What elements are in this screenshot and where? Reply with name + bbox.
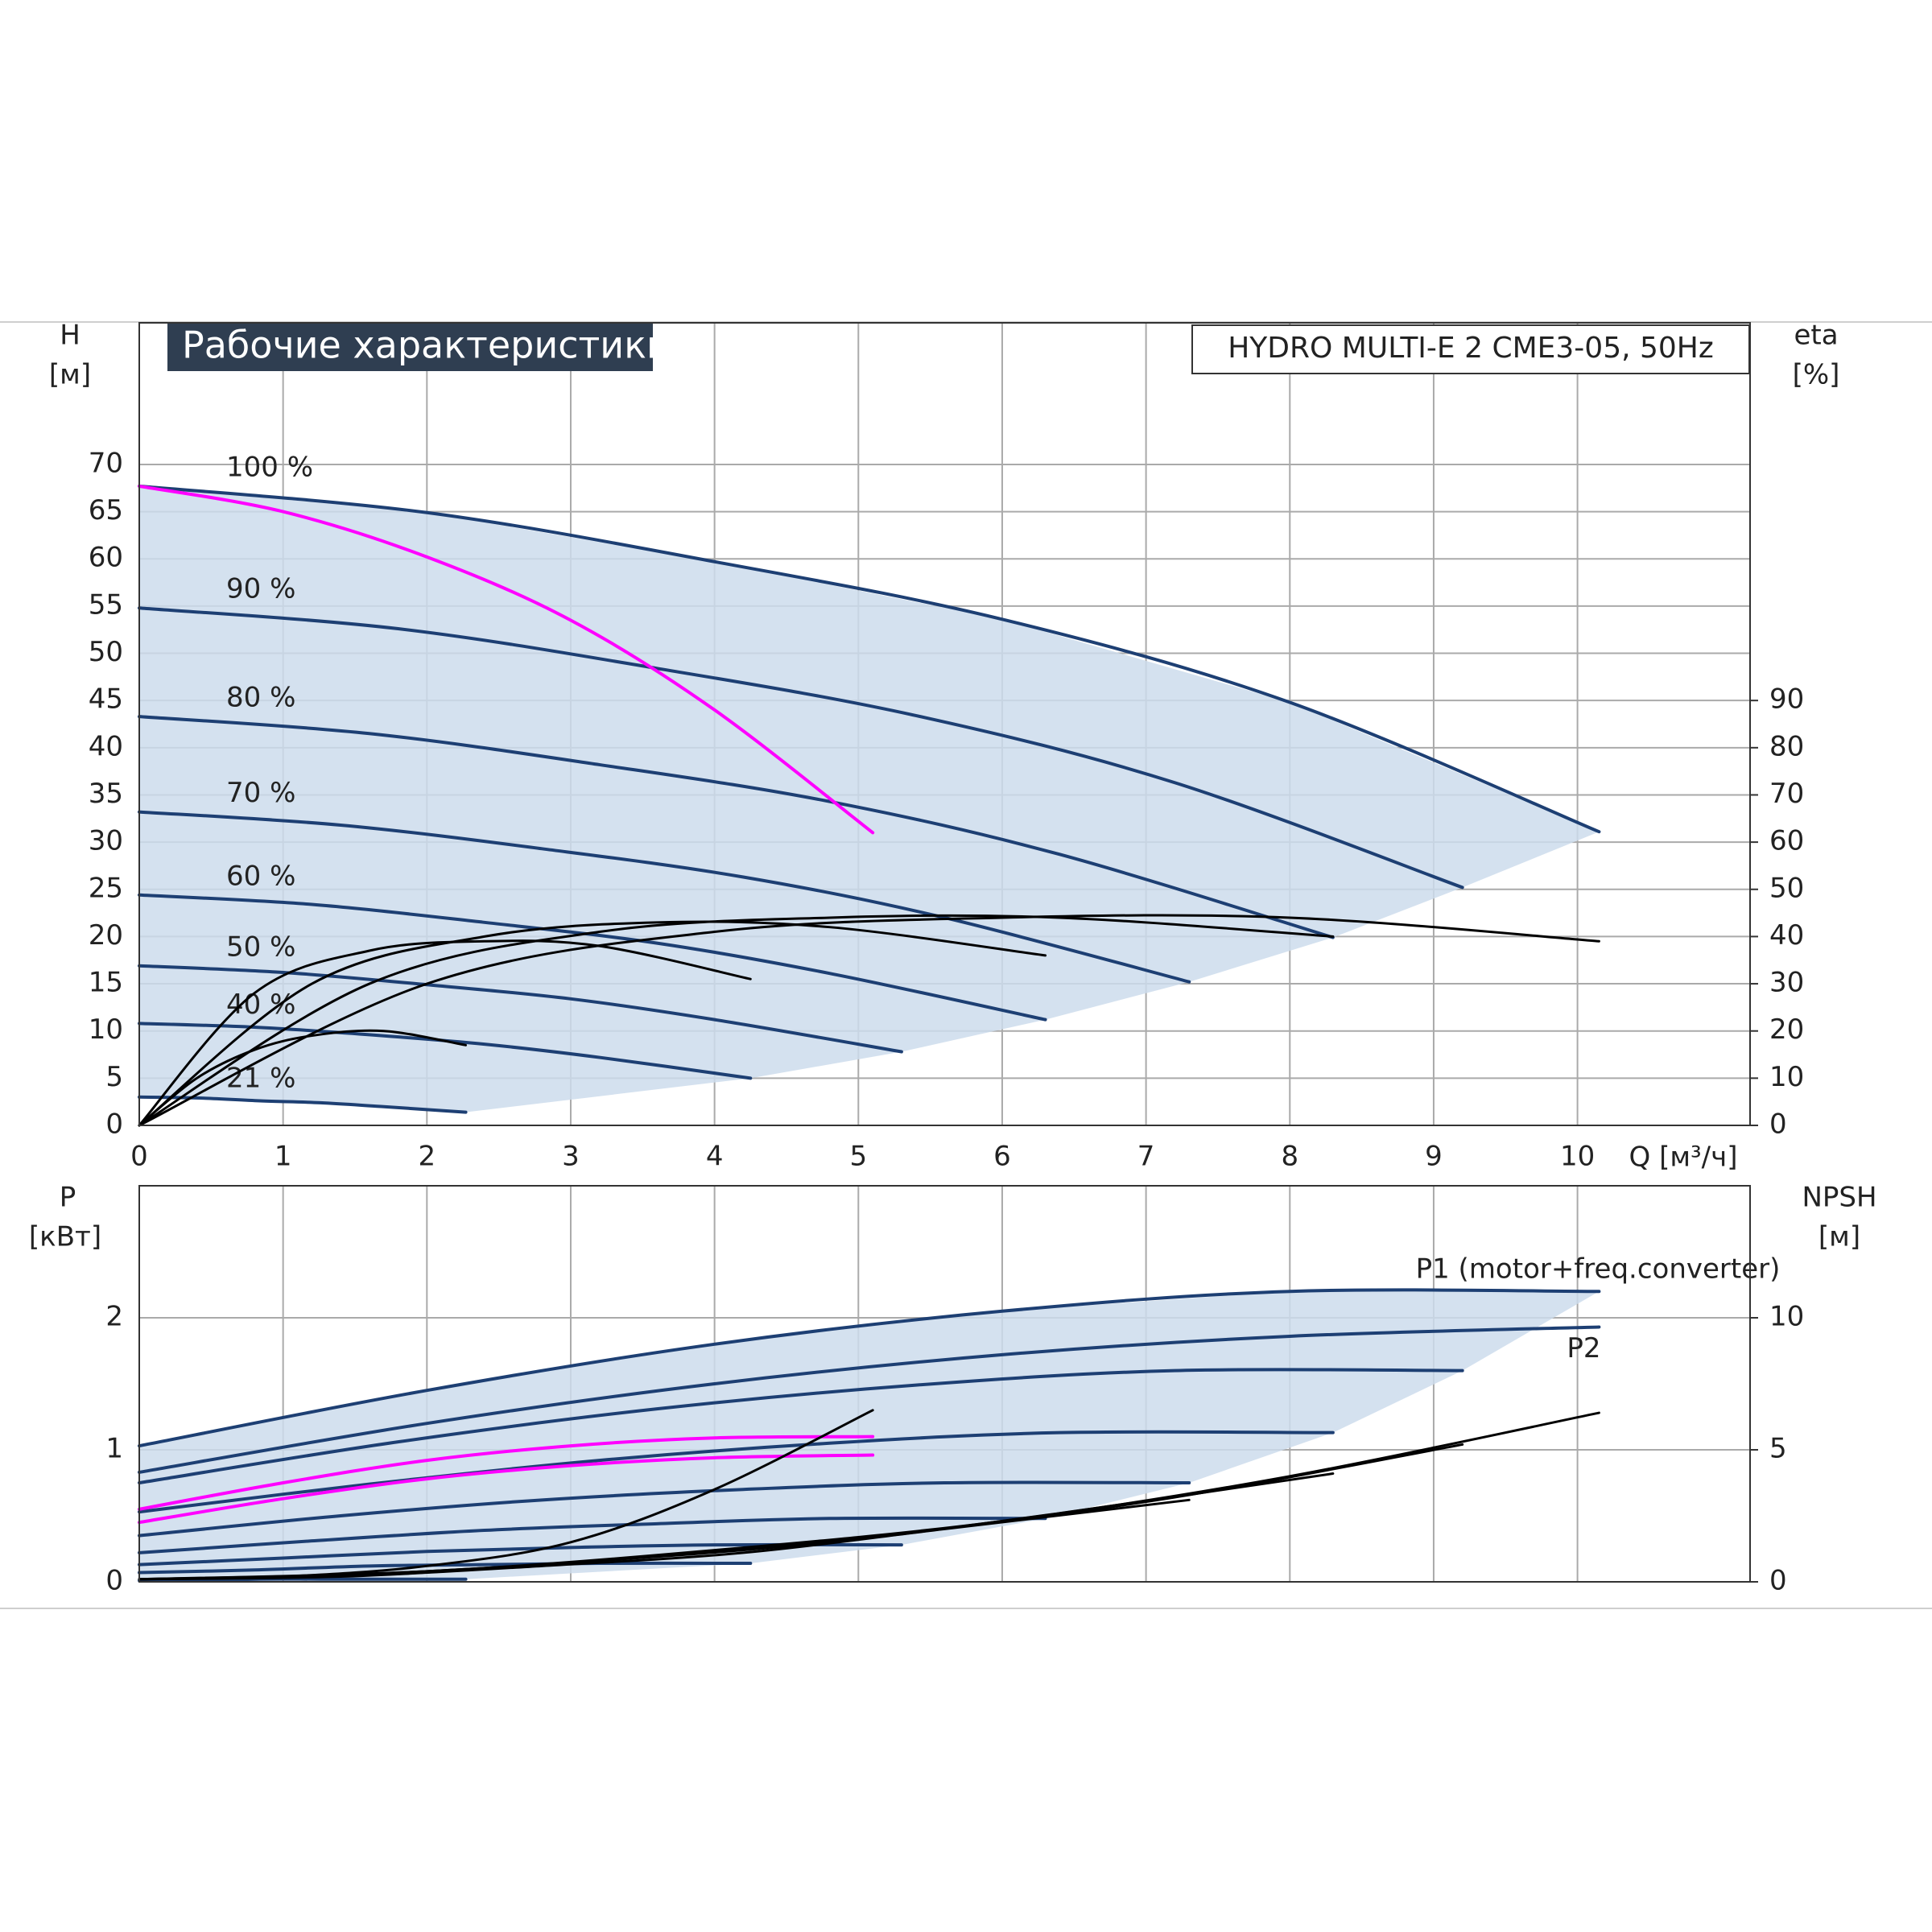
series-label: P2 — [1567, 1332, 1600, 1364]
y-tick-label: 25 — [89, 872, 123, 904]
series-label: 90 % — [226, 573, 295, 605]
series-label: 40 % — [226, 989, 295, 1021]
y-tick-label: 70 — [89, 447, 123, 479]
x-axis-label: Q [м³/ч] — [1629, 1141, 1738, 1174]
series-label: 21 % — [226, 1062, 295, 1094]
curve — [138, 914, 1600, 1127]
x-tick-label: 7 — [1137, 1141, 1155, 1173]
curve — [138, 1498, 1191, 1581]
series-label: 100 % — [226, 451, 313, 483]
curve — [138, 1409, 874, 1581]
model-box — [1191, 324, 1750, 374]
series-label: 50 % — [226, 931, 295, 963]
y2-tick-label: 5 — [1769, 1433, 1787, 1465]
x-tick-label: 6 — [993, 1141, 1011, 1173]
y2-tick-label: 10 — [1769, 1061, 1804, 1093]
curve — [138, 1288, 1601, 1448]
y-axis-unit: [м] — [49, 359, 91, 391]
series-label: P1 (motor+freq.converter) — [1416, 1253, 1781, 1286]
y-tick-label: 30 — [89, 825, 123, 857]
y2-tick-label: 0 — [1769, 1108, 1787, 1141]
y2-tick-label: 20 — [1769, 1013, 1804, 1046]
curve — [138, 1325, 1601, 1474]
y-tick-label: 5 — [105, 1061, 123, 1093]
y-tick-label: 40 — [89, 730, 123, 762]
x-tick-label: 1 — [275, 1141, 292, 1173]
x-tick-label: 10 — [1560, 1141, 1595, 1173]
title-box — [167, 324, 653, 371]
x-tick-label: 4 — [706, 1141, 724, 1173]
y-tick-label: 45 — [89, 683, 123, 716]
y2-tick-label: 90 — [1769, 683, 1804, 716]
plot-frame — [138, 322, 1751, 1126]
y-tick-label: 50 — [89, 636, 123, 668]
y2-tick-label: 60 — [1769, 825, 1804, 857]
x-tick-label: 0 — [130, 1141, 148, 1173]
curve — [138, 1472, 1335, 1581]
series-label: 70 % — [226, 777, 295, 809]
curve — [138, 1029, 468, 1127]
curve — [138, 484, 1601, 834]
curve — [138, 1368, 1464, 1484]
y2-tick-label: 40 — [1769, 919, 1804, 952]
y-axis-unit: [кВт] — [29, 1221, 101, 1253]
y-axis-label: P — [60, 1182, 76, 1214]
curve — [138, 920, 1047, 1127]
y2-tick-label: 30 — [1769, 967, 1804, 999]
x-tick-label: 3 — [562, 1141, 580, 1173]
curve — [138, 484, 875, 835]
y-tick-label: 1 — [105, 1433, 123, 1465]
chart-title: Рабочие характеристики — [182, 324, 671, 367]
curve — [138, 1542, 903, 1567]
y-tick-label: 10 — [89, 1013, 123, 1046]
curve — [138, 606, 1464, 890]
curve — [138, 1516, 1047, 1554]
y2-axis-unit: [%] — [1793, 359, 1840, 391]
y2-tick-label: 0 — [1769, 1565, 1787, 1597]
x-tick-label: 9 — [1425, 1141, 1443, 1173]
plot-frame — [138, 1185, 1751, 1583]
y2-tick-label: 80 — [1769, 730, 1804, 762]
y-tick-label: 60 — [89, 542, 123, 574]
curve — [138, 1577, 468, 1583]
y-tick-label: 2 — [105, 1301, 123, 1333]
y-tick-label: 35 — [89, 778, 123, 810]
model-label: HYDRO MULTI-E 2 CME3-05, 50Hz — [1228, 332, 1714, 365]
y2-tick-label: 70 — [1769, 778, 1804, 810]
curve — [138, 964, 903, 1054]
x-tick-label: 2 — [419, 1141, 436, 1173]
y2-axis-label: eta — [1794, 320, 1838, 352]
y2-tick-label: 50 — [1769, 872, 1804, 904]
x-tick-label: 8 — [1281, 1141, 1298, 1173]
curve — [138, 715, 1335, 939]
y-axis-label: H — [60, 320, 80, 352]
curve — [138, 939, 752, 1127]
curve — [138, 1453, 875, 1525]
curve — [138, 1480, 1191, 1538]
curve — [138, 1430, 1335, 1514]
y2-tick-label: 10 — [1769, 1301, 1804, 1333]
curve — [138, 1435, 875, 1511]
y-tick-label: 15 — [89, 967, 123, 999]
y2-axis-unit: [м] — [1818, 1221, 1860, 1253]
x-tick-label: 5 — [849, 1141, 867, 1173]
y2-axis-label: NPSH — [1802, 1182, 1876, 1214]
series-label: 80 % — [226, 682, 295, 714]
y-tick-label: 20 — [89, 919, 123, 952]
curve — [138, 1095, 468, 1114]
curve — [138, 810, 1191, 984]
y-tick-label: 65 — [89, 494, 123, 526]
series-label: 60 % — [226, 860, 295, 892]
y-tick-label: 55 — [89, 588, 123, 621]
y-tick-label: 0 — [105, 1108, 123, 1141]
y-tick-label: 0 — [105, 1565, 123, 1597]
